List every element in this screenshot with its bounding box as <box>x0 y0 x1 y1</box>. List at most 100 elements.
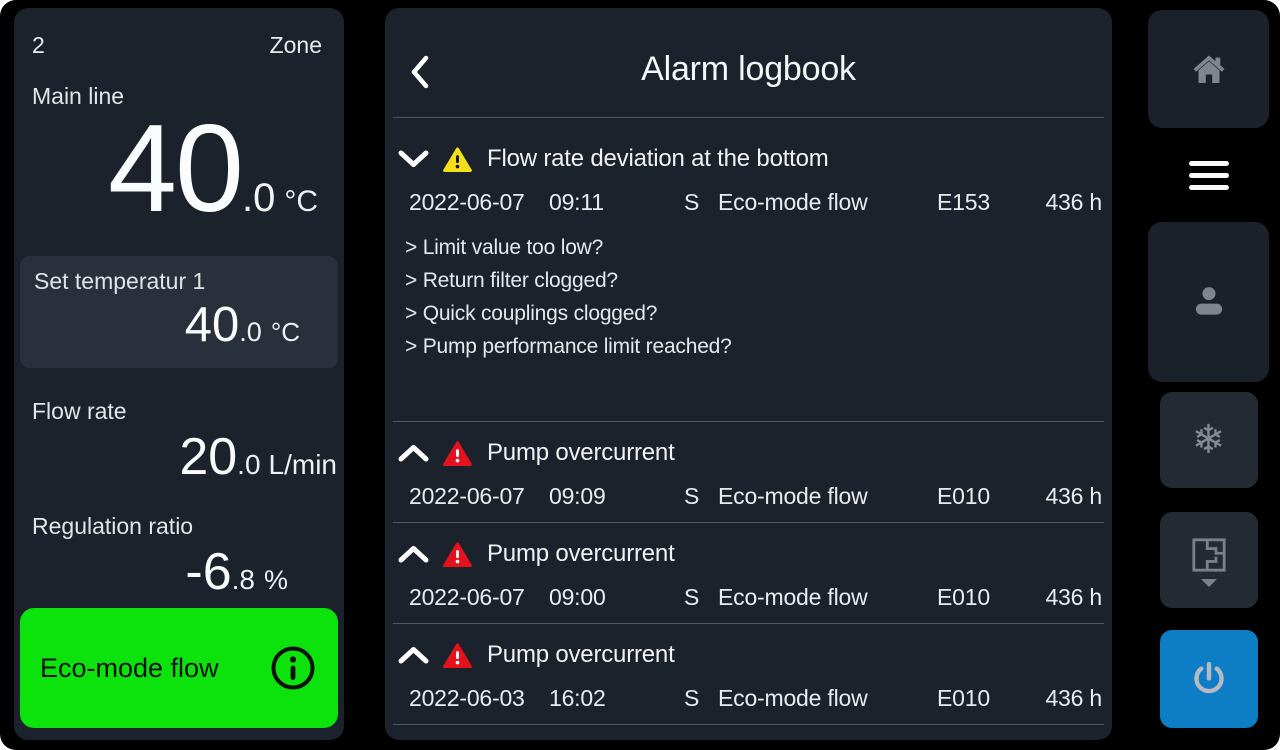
alarm-hours: 436 h <box>1045 482 1102 509</box>
alarm-entry-header[interactable]: Flow rate deviation at the bottom <box>395 144 1102 174</box>
flow-rate-unit: L/min <box>268 449 337 481</box>
alarm-triangle-icon <box>443 642 472 669</box>
back-button[interactable] <box>403 52 437 92</box>
alarm-flag: S <box>684 684 700 711</box>
alarm-entry-header[interactable]: Pump overcurrent <box>395 640 1102 670</box>
main-line-label: Main line <box>32 83 125 109</box>
menu-icon <box>1188 160 1229 190</box>
zone-label: Zone <box>269 32 322 58</box>
set-temperature-unit: °C <box>270 317 300 348</box>
alarm-hint: > Pump performance limit reached? <box>405 335 732 358</box>
zone-number: 2 <box>32 32 45 58</box>
alarm-flag: S <box>684 482 700 509</box>
alarm-flag: S <box>684 583 700 610</box>
alarm-date: 2022-06-07 <box>409 188 525 215</box>
entry-divider <box>393 421 1104 422</box>
alarm-entry: Flow rate deviation at the bottom 2022-0… <box>385 144 1112 363</box>
regulation-ratio-value-dec: .8 <box>231 564 255 596</box>
back-chevron-icon <box>411 55 429 89</box>
flow-rate-value: 20 .0 L/min <box>14 427 344 487</box>
alarm-time: 09:11 <box>549 188 604 215</box>
cooling-button[interactable]: ❄ <box>1159 392 1258 488</box>
power-button[interactable] <box>1159 630 1258 728</box>
zone-header: 2 Zone <box>14 8 344 59</box>
main-line-value: 40 .0 °C <box>14 104 344 234</box>
alarm-entry-header[interactable]: Pump overcurrent <box>395 438 1102 468</box>
alarm-title: Pump overcurrent <box>487 439 675 466</box>
alarm-mode: Eco-mode flow <box>718 684 868 711</box>
alarm-triangle-icon <box>443 440 472 467</box>
alarm-mode: Eco-mode flow <box>718 188 868 215</box>
sidebar-item-user[interactable] <box>1148 222 1269 382</box>
alarm-hint: > Return filter clogged? <box>405 269 618 292</box>
main-line-value-int: 40 <box>108 100 244 238</box>
alarm-detail-row: 2022-06-07 09:11 S Eco-mode flow E153 43… <box>409 187 1102 217</box>
set-temperature-value: 40 .0 °C <box>34 297 324 353</box>
main-line-unit: °C <box>284 185 318 218</box>
power-icon <box>1193 661 1224 694</box>
flow-rate-value-int: 20 <box>179 428 238 487</box>
alarm-detail-row: 2022-06-07 09:09 S Eco-mode flow E010 43… <box>409 481 1102 511</box>
alarm-flag: S <box>684 188 700 215</box>
alarm-entry: Pump overcurrent 2022-06-07 09:09 S Eco-… <box>385 438 1112 511</box>
alarm-hints: > Limit value too low? > Return filter c… <box>405 231 1102 363</box>
expand-button[interactable] <box>395 539 431 569</box>
regulation-ratio-value-int: -6 <box>185 543 232 602</box>
alarm-hint: > Quick couplings clogged? <box>405 302 658 325</box>
regulation-ratio-label: Regulation ratio <box>32 513 194 540</box>
eco-mode-label: Eco-mode flow <box>40 652 219 683</box>
alarm-hours: 436 h <box>1045 583 1102 610</box>
user-icon <box>1195 287 1222 315</box>
set-temperature-field[interactable]: Set temperatur 1 40 .0 °C <box>20 256 338 369</box>
alarm-entry: Pump overcurrent 2022-06-03 16:02 S Eco-… <box>385 640 1112 713</box>
collapse-button[interactable] <box>395 144 431 174</box>
alarm-hours: 436 h <box>1045 188 1102 215</box>
zone-panel: 2 Zone Main line 40 .0 °C Set temperatur… <box>14 8 344 740</box>
alarm-code: E010 <box>937 482 990 509</box>
alarm-code: E153 <box>937 188 990 215</box>
expand-button[interactable] <box>395 640 431 670</box>
alarm-title: Flow rate deviation at the bottom <box>487 145 829 172</box>
alarm-detail-row: 2022-06-07 09:00 S Eco-mode flow E010 43… <box>409 582 1102 612</box>
chevron-up-icon <box>398 647 428 664</box>
flow-rate-value-dec: .0 <box>237 449 261 481</box>
snowflake-icon: ❄ <box>1191 417 1226 463</box>
alarm-detail-row: 2022-06-03 16:02 S Eco-mode flow E010 43… <box>409 683 1102 713</box>
alarm-triangle-icon <box>443 541 472 568</box>
alarm-date: 2022-06-03 <box>409 684 525 711</box>
alarm-logbook-panel: Alarm logbook Flow rate deviation at <box>385 8 1112 740</box>
alarm-date: 2022-06-07 <box>409 583 525 610</box>
main-line-value-dec: .0 <box>241 176 276 220</box>
alarm-title: Pump overcurrent <box>487 641 675 668</box>
sidebar-item-menu[interactable] <box>1148 128 1269 222</box>
alarm-time: 09:00 <box>549 583 606 610</box>
chevron-up-icon <box>398 445 428 462</box>
regulation-ratio-value: -6 .8 % <box>14 542 344 602</box>
entry-divider <box>393 623 1104 624</box>
page-title: Alarm logbook <box>641 50 856 88</box>
alarm-time: 09:09 <box>549 482 606 509</box>
flow-rate-label: Flow rate <box>32 398 127 425</box>
chevron-down-icon <box>1200 578 1217 587</box>
alarm-entry: Pump overcurrent 2022-06-07 09:00 S Eco-… <box>385 539 1112 612</box>
expand-button[interactable] <box>395 438 431 468</box>
sidebar-item-home[interactable] <box>1148 10 1269 128</box>
alarm-code: E010 <box>937 583 990 610</box>
eco-mode-status-button[interactable]: Eco-mode flow <box>20 608 338 728</box>
entry-divider <box>393 724 1104 725</box>
alarm-entry-header[interactable]: Pump overcurrent <box>395 539 1102 569</box>
mold-icon <box>1191 537 1226 572</box>
sidebar: ❄ <box>1148 10 1269 728</box>
set-temperature-value-dec: .0 <box>239 317 262 348</box>
regulation-ratio-unit: % <box>263 565 288 596</box>
info-icon[interactable] <box>270 645 316 691</box>
alarm-logbook-header: Alarm logbook <box>393 8 1104 118</box>
alarm-hint: > Limit value too low? <box>405 236 604 259</box>
home-icon <box>1193 55 1224 83</box>
mold-button[interactable] <box>1159 512 1258 608</box>
alarm-code: E010 <box>937 684 990 711</box>
alarm-mode: Eco-mode flow <box>718 583 868 610</box>
alarm-hours: 436 h <box>1045 684 1102 711</box>
alarm-title: Pump overcurrent <box>487 540 675 567</box>
set-temperature-value-int: 40 <box>184 298 240 353</box>
